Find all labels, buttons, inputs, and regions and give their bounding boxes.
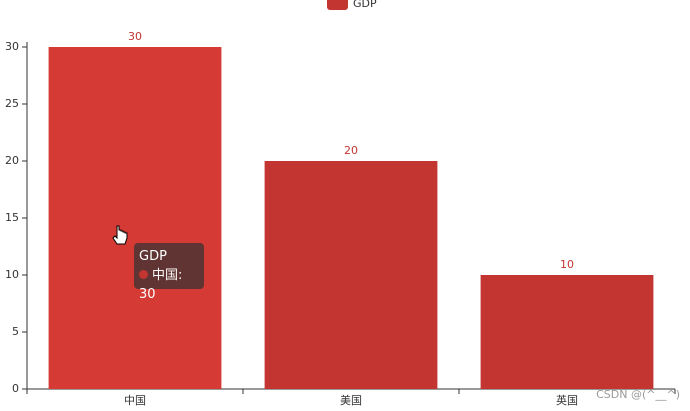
y-tick-label: 15 xyxy=(5,211,19,224)
value-label: 10 xyxy=(560,258,574,271)
tooltip-value: 30 xyxy=(139,287,156,302)
x-tick-label: 美国 xyxy=(340,394,362,407)
tooltip-row: 中国: 30 xyxy=(139,266,199,304)
tooltip: GDP 中国: 30 xyxy=(134,243,204,302)
value-label: 30 xyxy=(128,30,142,43)
y-tick-label: 30 xyxy=(5,40,19,53)
y-tick-label: 10 xyxy=(5,268,19,281)
bar xyxy=(480,275,654,389)
y-tick-label: 25 xyxy=(5,97,19,110)
tooltip-dot xyxy=(139,270,148,279)
value-label: 20 xyxy=(344,144,358,157)
legend-swatch[interactable] xyxy=(327,0,348,10)
cursor xyxy=(112,225,128,245)
y-tick-label: 5 xyxy=(12,325,19,338)
x-tick-label: 英国 xyxy=(556,393,578,407)
tooltip-category: 中国 xyxy=(152,268,179,283)
watermark: CSDN @(^__^) xyxy=(596,388,680,401)
legend-label[interactable]: GDP xyxy=(353,0,377,10)
bar xyxy=(264,161,438,389)
tooltip-sep: : xyxy=(178,268,183,283)
x-tick-label: 中国 xyxy=(124,394,146,407)
tooltip-title: GDP xyxy=(139,249,167,264)
bar xyxy=(48,47,222,389)
y-tick-label: 20 xyxy=(5,154,19,167)
y-tick-label: 0 xyxy=(12,382,19,395)
